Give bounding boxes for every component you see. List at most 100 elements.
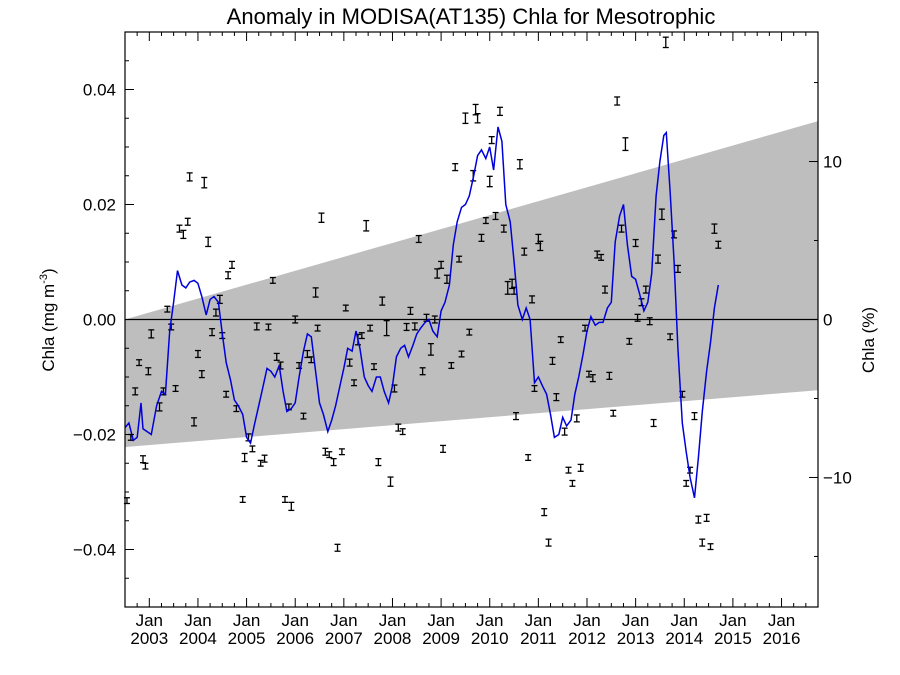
x-tick-label-month: Jan xyxy=(768,611,795,630)
data-point xyxy=(399,428,406,436)
data-point xyxy=(642,285,649,294)
data-point xyxy=(545,538,552,547)
data-point xyxy=(265,323,272,331)
data-point xyxy=(176,224,183,233)
data-point xyxy=(249,445,256,453)
error-bar-points xyxy=(123,36,722,552)
axis-ticks: −0.04−0.020.000.020.04−10010Jan2003Jan20… xyxy=(73,31,852,648)
x-tick-label-year: 2006 xyxy=(276,629,314,648)
data-point xyxy=(241,452,248,463)
y-right-tick-label: 10 xyxy=(823,153,842,172)
chart-title: Anomaly in MODISA(AT135) Chla for Mesotr… xyxy=(227,4,716,29)
data-point xyxy=(342,304,349,312)
data-point xyxy=(531,384,538,393)
data-point xyxy=(474,113,481,124)
data-point xyxy=(186,172,193,182)
data-point xyxy=(212,308,219,317)
data-point xyxy=(326,451,333,459)
data-point xyxy=(145,367,152,376)
data-point xyxy=(707,543,714,551)
data-point xyxy=(403,322,410,332)
y-tick-label: 0.04 xyxy=(83,81,116,100)
data-point xyxy=(606,371,613,380)
data-point xyxy=(257,459,264,467)
data-point xyxy=(482,217,489,225)
series-line xyxy=(124,126,720,498)
data-point xyxy=(516,158,523,170)
data-point xyxy=(334,543,341,552)
y-axis-right-label: Chla (%) xyxy=(859,307,878,373)
data-point xyxy=(553,393,560,402)
y-right-tick-label: 0 xyxy=(823,311,832,330)
data-point xyxy=(557,336,564,344)
x-tick-label-month: Jan xyxy=(379,611,406,630)
data-point xyxy=(448,361,455,370)
data-point xyxy=(383,319,390,337)
x-tick-label-year: 2009 xyxy=(422,629,460,648)
data-point xyxy=(486,175,493,188)
data-point xyxy=(561,427,568,436)
data-point xyxy=(261,454,268,463)
data-point xyxy=(598,253,605,261)
x-tick-label-month: Jan xyxy=(719,611,746,630)
data-point xyxy=(662,36,669,49)
data-point xyxy=(431,315,438,324)
x-tick-label-year: 2014 xyxy=(665,629,703,648)
data-point xyxy=(191,417,198,427)
data-point xyxy=(622,137,629,152)
data-point xyxy=(512,411,519,421)
data-point xyxy=(589,374,596,383)
data-point xyxy=(225,271,232,280)
trend-band-layer xyxy=(125,121,818,448)
data-point xyxy=(367,324,374,332)
data-point xyxy=(462,112,469,125)
data-point xyxy=(658,208,665,221)
data-point xyxy=(632,238,639,248)
x-tick-label-year: 2010 xyxy=(471,629,509,648)
data-point xyxy=(440,444,447,453)
data-point xyxy=(427,342,434,356)
x-tick-label-month: Jan xyxy=(622,611,649,630)
x-tick-label-year: 2008 xyxy=(374,629,412,648)
data-point xyxy=(618,224,625,233)
data-point xyxy=(338,448,345,456)
data-point xyxy=(458,350,465,358)
data-point xyxy=(614,96,621,106)
y-tick-label: 0.00 xyxy=(83,311,116,330)
data-point xyxy=(573,414,580,423)
data-point xyxy=(569,479,576,487)
data-point xyxy=(205,236,212,248)
data-point xyxy=(500,224,507,233)
data-point xyxy=(438,260,445,269)
x-tick-label-month: Jan xyxy=(525,611,552,630)
data-point xyxy=(674,264,681,274)
y-right-tick-label: −10 xyxy=(823,468,852,487)
y-tick-label: −0.02 xyxy=(73,426,116,445)
data-point xyxy=(172,384,179,393)
x-tick-label-year: 2015 xyxy=(714,629,752,648)
data-point xyxy=(300,412,307,420)
x-tick-label-year: 2003 xyxy=(130,629,168,648)
data-point xyxy=(253,322,260,331)
y-tick-label: −0.04 xyxy=(73,541,116,560)
data-point xyxy=(288,501,295,512)
data-point xyxy=(456,255,463,263)
data-point xyxy=(626,337,633,345)
data-point xyxy=(148,329,155,339)
data-point xyxy=(239,495,246,504)
data-point xyxy=(634,313,641,322)
data-point xyxy=(194,349,201,359)
data-point xyxy=(184,217,191,226)
data-point xyxy=(318,212,325,223)
data-point xyxy=(142,462,149,470)
data-point xyxy=(395,423,402,432)
data-point xyxy=(132,387,139,396)
x-tick-label-month: Jan xyxy=(330,611,357,630)
data-point xyxy=(223,390,230,398)
data-point xyxy=(346,358,353,367)
data-point xyxy=(322,447,329,456)
x-tick-label-year: 2005 xyxy=(228,629,266,648)
data-point xyxy=(496,106,503,117)
data-point xyxy=(715,240,722,249)
data-point xyxy=(452,163,459,172)
